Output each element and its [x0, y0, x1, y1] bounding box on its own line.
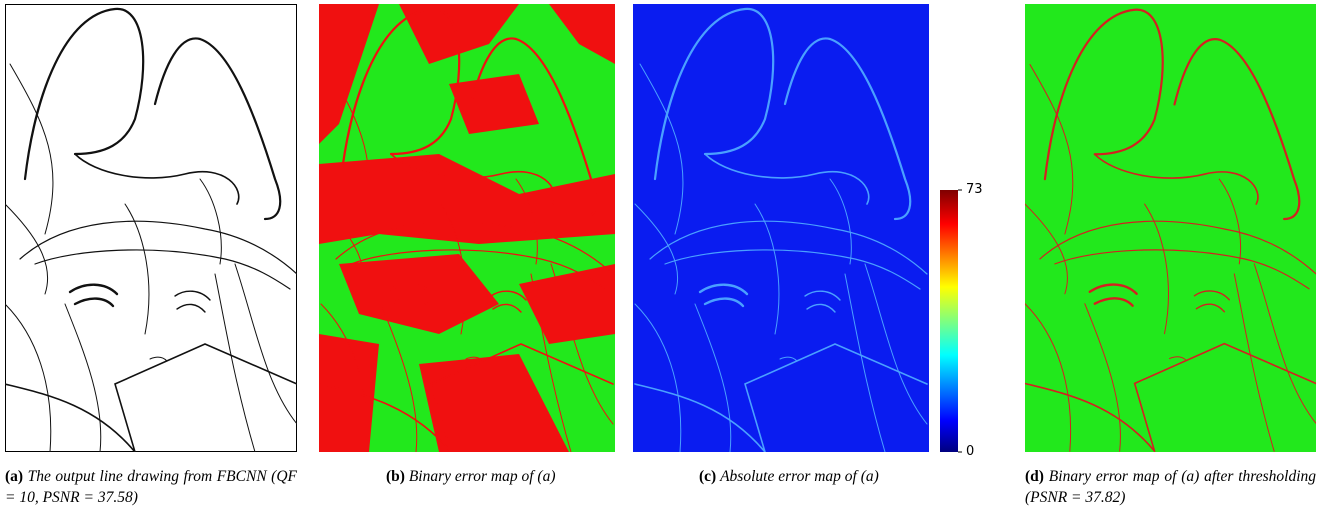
colorbar-label: 73	[966, 182, 983, 197]
caption-text: The output line drawing from FBCNN (QF =…	[5, 468, 297, 506]
line-drawing-image	[5, 4, 297, 452]
colorbar	[936, 186, 966, 456]
caption: (c) Absolute error map of (a)	[699, 466, 879, 487]
absolute-error-image	[633, 4, 929, 452]
figure: 73 0 (a) The output line drawing from FB…	[0, 0, 1320, 521]
caption-label: (a)	[5, 468, 23, 485]
thresholded-error-image	[1025, 4, 1316, 452]
caption: (b) Binary error map of (a)	[386, 466, 556, 487]
caption-text: Binary error map of (a) after thresholdi…	[1025, 468, 1316, 506]
colorbar-gradient	[940, 190, 958, 452]
caption-text: Absolute error map of (a)	[720, 468, 879, 485]
caption-label: (d)	[1025, 468, 1044, 485]
caption-text: Binary error map of (a)	[409, 468, 556, 485]
caption: (d) Binary error map of (a) after thresh…	[1025, 466, 1316, 508]
caption-label: (b)	[386, 468, 405, 485]
caption-label: (c)	[699, 468, 716, 485]
colorbar-label: 0	[966, 444, 974, 459]
binary-error-image	[319, 4, 615, 452]
caption: (a) The output line drawing from FBCNN (…	[5, 466, 297, 508]
